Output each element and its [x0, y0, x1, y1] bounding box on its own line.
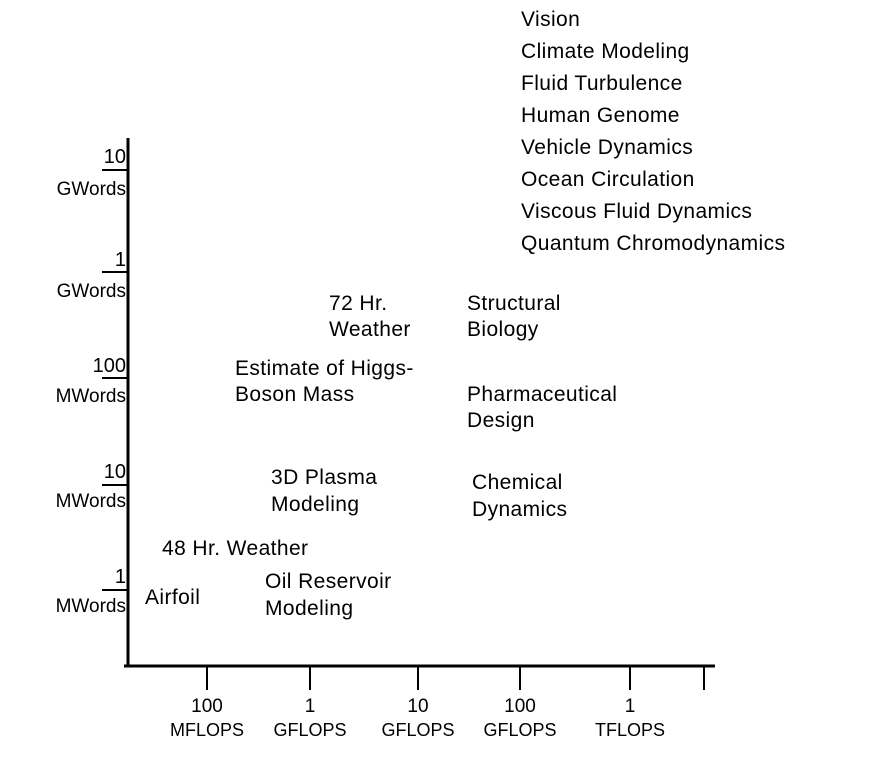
- application-label-line: Pharmaceutical: [467, 383, 617, 406]
- application-label-line: Estimate of Higgs-: [235, 357, 414, 380]
- application-label-line: Modeling: [265, 597, 353, 620]
- y-tick-value: 100: [93, 355, 126, 377]
- y-tick-unit: GWords: [57, 281, 126, 302]
- application-label-line: 48 Hr. Weather: [162, 537, 308, 560]
- chart-axes: [124, 138, 715, 668]
- y-tick-unit: MWords: [56, 386, 126, 407]
- application-label: Oil Reservoir Modeling: [265, 570, 392, 620]
- application-label-line: Fluid Turbulence: [521, 72, 683, 95]
- application-label-line: Oil Reservoir: [265, 570, 392, 593]
- application-label-line: Structural: [467, 292, 561, 315]
- y-tick-value: 1: [115, 566, 126, 588]
- application-label: 3D Plasma Modeling: [271, 466, 377, 516]
- application-label-line: Biology: [467, 318, 539, 341]
- application-label-line: Airfoil: [145, 586, 200, 609]
- x-tick-value: 100: [191, 696, 223, 717]
- x-tick-value: 100: [504, 696, 536, 717]
- y-tick-value: 10: [104, 146, 126, 168]
- application-label-line: Design: [467, 409, 535, 432]
- x-tick-unit: GFLOPS: [381, 720, 454, 740]
- application-label: Chemical Dynamics: [472, 471, 567, 521]
- application-label-line: Vision: [521, 8, 580, 31]
- application-label-line: 3D Plasma: [271, 466, 377, 489]
- y-tick-value: 10: [104, 461, 126, 483]
- application-label-line: Dynamics: [472, 498, 567, 521]
- x-tick-unit: MFLOPS: [170, 720, 244, 740]
- application-label: Airfoil: [145, 586, 200, 609]
- application-label-line: Viscous Fluid Dynamics: [521, 200, 752, 223]
- x-tick-value: 1: [305, 696, 316, 717]
- application-label-line: Vehicle Dynamics: [521, 136, 693, 159]
- application-label-line: Chemical: [472, 471, 563, 494]
- application-label-line: Modeling: [271, 493, 359, 516]
- application-labels: Airfoil 48 Hr. Weather Oil Reservoir Modeli…: [145, 8, 785, 620]
- application-label-line: Weather: [329, 318, 411, 341]
- y-tick-value: 1: [115, 249, 126, 271]
- application-label-line: Boson Mass: [235, 383, 355, 406]
- y-tick-unit: GWords: [57, 179, 126, 200]
- y-tick-unit: MWords: [56, 491, 126, 512]
- application-label: 72 Hr. Weather: [329, 292, 411, 341]
- x-tick-unit: TFLOPS: [595, 720, 665, 740]
- y-tick-unit: MWords: [56, 596, 126, 617]
- application-label-line: Ocean Circulation: [521, 168, 695, 191]
- application-label-line: Human Genome: [521, 104, 680, 127]
- application-label: Vision Climate Modeling Fluid Turbulence Hu…: [521, 8, 785, 255]
- y-axis-ticks: 1 MWords 10 MWords 100 MWords 1 GWords 10 GWords: [56, 146, 128, 617]
- x-tick-unit: GFLOPS: [483, 720, 556, 740]
- application-label-line: Quantum Chromodynamics: [521, 232, 785, 255]
- x-tick-value: 1: [625, 696, 636, 717]
- x-tick-unit: GFLOPS: [273, 720, 346, 740]
- application-label-line: 72 Hr.: [329, 292, 387, 315]
- x-tick-value: 10: [407, 696, 428, 717]
- application-label-line: Climate Modeling: [521, 40, 690, 63]
- application-label: Estimate of Higgs- Boson Mass: [235, 357, 414, 406]
- application-label: 48 Hr. Weather: [162, 537, 308, 560]
- x-axis-ticks: 100 MFLOPS 1 GFLOPS 10 GFLOPS 100 GFLOPS 1 TFLOPS: [170, 666, 705, 740]
- application-label: Structural Biology: [467, 292, 561, 341]
- application-label: Pharmaceutical Design: [467, 383, 617, 432]
